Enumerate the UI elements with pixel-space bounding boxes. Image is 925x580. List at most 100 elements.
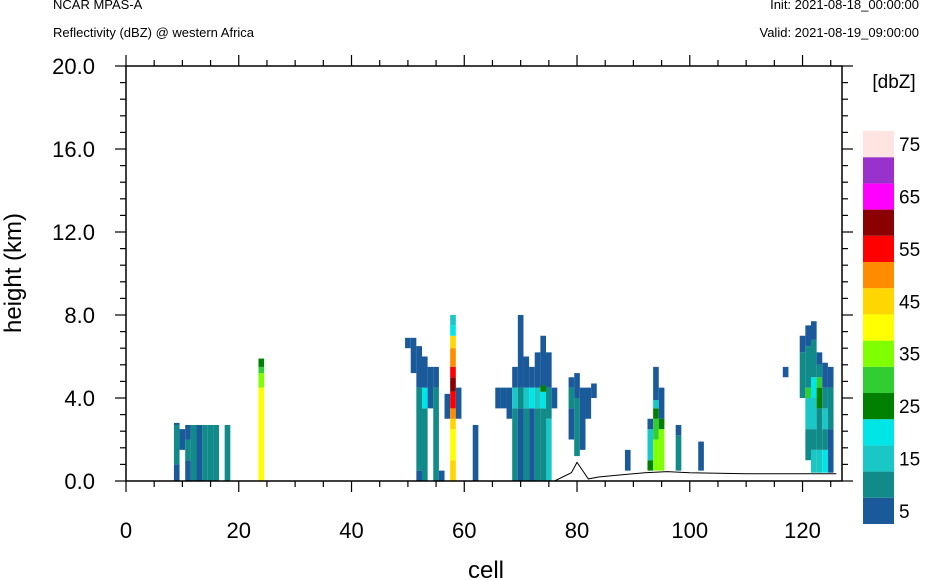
reflectivity-cell bbox=[517, 387, 524, 409]
reflectivity-cell bbox=[658, 429, 665, 471]
reflectivity-cell bbox=[653, 408, 659, 419]
reflectivity-cell bbox=[805, 398, 811, 430]
colorbar-label: 45 bbox=[899, 292, 920, 313]
field-title: Reflectivity (dBZ) @ western Africa bbox=[53, 25, 255, 40]
reflectivity-cell bbox=[506, 387, 513, 419]
colorbar-title: [dbZ] bbox=[872, 72, 915, 93]
reflectivity-cell bbox=[534, 408, 541, 481]
reflectivity-cell bbox=[810, 321, 817, 340]
reflectivity-cell bbox=[185, 460, 191, 481]
reflectivity-cell bbox=[258, 387, 265, 481]
reflectivity-cell bbox=[512, 408, 518, 481]
x-tick-label: 100 bbox=[671, 518, 708, 543]
y-tick-label: 8.0 bbox=[64, 303, 95, 328]
reflectivity-cell bbox=[822, 408, 828, 430]
reflectivity-cell bbox=[529, 408, 535, 481]
x-axis-ticks: 0 20 40 60 80 100 120 bbox=[120, 55, 832, 543]
reflectivity-cell bbox=[523, 408, 530, 481]
reflectivity-cell bbox=[540, 385, 547, 392]
reflectivity-cell bbox=[822, 387, 828, 409]
reflectivity-cell bbox=[799, 335, 806, 353]
reflectivity-cell bbox=[416, 387, 422, 471]
colorbar-swatch bbox=[863, 235, 894, 262]
reflectivity-cell bbox=[529, 366, 535, 388]
reflectivity-cell bbox=[421, 387, 428, 409]
reflectivity-cell bbox=[444, 393, 451, 419]
y-tick-label: 4.0 bbox=[64, 386, 95, 411]
reflectivity-cell bbox=[624, 449, 631, 471]
reflectivity-cell bbox=[551, 387, 558, 409]
reflectivity-cell bbox=[190, 424, 197, 481]
reflectivity-cells bbox=[173, 315, 834, 481]
reflectivity-cell bbox=[185, 424, 191, 440]
reflectivity-cell bbox=[698, 441, 704, 471]
reflectivity-cell bbox=[258, 358, 265, 367]
reflectivity-cell bbox=[653, 439, 659, 471]
colorbar-swatch bbox=[863, 314, 894, 341]
reflectivity-cell bbox=[433, 366, 439, 388]
reflectivity-cell bbox=[450, 429, 456, 461]
x-axis-label: cell bbox=[468, 557, 504, 580]
reflectivity-cell bbox=[523, 356, 530, 388]
x-tick-label: 20 bbox=[227, 518, 251, 543]
reflectivity-cell bbox=[675, 424, 682, 436]
reflectivity-cell bbox=[827, 429, 834, 473]
reflectivity-cell bbox=[810, 377, 817, 398]
reflectivity-cell bbox=[653, 418, 659, 440]
colorbar-swatch bbox=[863, 445, 894, 472]
reflectivity-cell bbox=[517, 408, 524, 481]
colorbar: 5 15 25 35 45 55 65 75 bbox=[863, 131, 920, 524]
colorbar-swatch bbox=[863, 288, 894, 315]
colorbar-swatch bbox=[863, 393, 894, 420]
reflectivity-cell bbox=[805, 387, 811, 398]
reflectivity-cell bbox=[658, 387, 665, 419]
reflectivity-cell bbox=[173, 464, 180, 481]
reflectivity-cell bbox=[546, 418, 552, 481]
colorbar-label: 65 bbox=[899, 188, 920, 209]
reflectivity-cell bbox=[568, 387, 575, 409]
reflectivity-cell bbox=[822, 449, 828, 473]
x-tick-label: 60 bbox=[452, 518, 476, 543]
reflectivity-cell bbox=[810, 339, 817, 378]
reflectivity-cell bbox=[512, 387, 518, 409]
reflectivity-cell bbox=[416, 470, 422, 481]
y-axis-label: height (km) bbox=[0, 213, 27, 333]
reflectivity-cell bbox=[647, 460, 654, 471]
reflectivity-cell bbox=[450, 335, 456, 349]
reflectivity-cell bbox=[574, 398, 580, 457]
reflectivity-cell bbox=[816, 449, 823, 473]
reflectivity-cell bbox=[202, 424, 208, 481]
reflectivity-cell bbox=[455, 387, 462, 419]
colorbar-label: 5 bbox=[899, 502, 910, 523]
colorbar-label: 55 bbox=[899, 240, 920, 261]
reflectivity-cell bbox=[450, 348, 456, 367]
colorbar-swatch bbox=[863, 131, 894, 158]
colorbar-label: 75 bbox=[899, 135, 920, 156]
colorbar-swatch bbox=[863, 366, 894, 393]
colorbar-swatch bbox=[863, 262, 894, 289]
reflectivity-cell bbox=[433, 387, 439, 481]
reflectivity-cell bbox=[822, 429, 828, 450]
colorbar-label: 35 bbox=[899, 345, 920, 366]
colorbar-swatch bbox=[863, 157, 894, 184]
reflectivity-cell bbox=[827, 387, 834, 430]
reflectivity-cell bbox=[568, 377, 575, 388]
colorbar-swatch bbox=[863, 183, 894, 210]
reflectivity-cell bbox=[450, 418, 456, 430]
reflectivity-cell bbox=[675, 435, 682, 471]
reflectivity-cell bbox=[810, 429, 817, 450]
x-tick-label: 40 bbox=[339, 518, 363, 543]
reflectivity-cell bbox=[534, 387, 541, 409]
colorbar-swatch bbox=[863, 471, 894, 498]
plot-frame bbox=[125, 65, 843, 482]
reflectivity-cell bbox=[173, 422, 180, 425]
x-tick-label: 120 bbox=[784, 518, 821, 543]
reflectivity-cell bbox=[529, 387, 535, 409]
reflectivity-cell bbox=[585, 387, 592, 419]
reflectivity-cell bbox=[213, 424, 220, 481]
colorbar-swatch bbox=[863, 340, 894, 367]
reflectivity-cell bbox=[450, 315, 456, 326]
reflectivity-cell bbox=[196, 424, 203, 481]
reflectivity-cell bbox=[647, 429, 654, 461]
